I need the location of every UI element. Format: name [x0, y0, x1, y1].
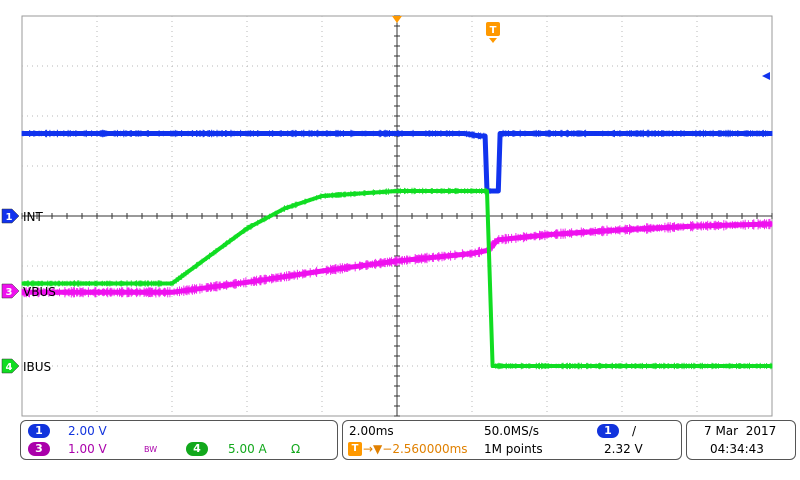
trigger-level: 2.32 V	[604, 442, 643, 456]
trace-noise-ibus	[21, 187, 773, 370]
graticule	[21, 15, 773, 417]
channel-markers: 1 INT 3 VBUS 4 IBUS T	[1, 16, 770, 374]
ch1-scale: 2.00 V	[68, 424, 107, 438]
record-length: 1M points	[484, 442, 543, 456]
channel-1-label: INT	[23, 210, 44, 224]
trigger-position-icon: T	[348, 442, 362, 456]
waveform-traces	[21, 129, 773, 370]
ch4-scale: 5.00 A	[228, 442, 267, 456]
trigger-offset: →▼−2.560000ms	[363, 442, 468, 456]
time: 04:34:43	[710, 442, 764, 456]
channel-4-label: IBUS	[23, 360, 51, 374]
trigger-position-letter: T	[490, 25, 497, 36]
trace-noise-int	[21, 129, 773, 194]
ch4-termination-icon: Ω	[291, 442, 301, 456]
ch3-badge[interactable]: 3	[28, 442, 50, 456]
channel-3-label: VBUS	[23, 285, 56, 299]
channel-4-marker-number: 4	[6, 362, 13, 373]
trigger-slope-icon: /	[632, 424, 637, 438]
channel-3-marker-number: 3	[6, 287, 13, 298]
trigger-position-pointer-icon	[489, 38, 497, 43]
channel-3-ground-marker	[1, 283, 20, 299]
ch3-bandwidth-limit-icon: BW	[144, 445, 158, 454]
sample-rate: 50.0MS/s	[484, 424, 539, 438]
trigger-source-badge[interactable]: 1	[597, 424, 619, 438]
trigger-level-marker-icon	[762, 72, 770, 80]
expansion-point-icon	[392, 16, 402, 23]
date: 7 Mar 2017	[704, 424, 777, 438]
ch3-scale: 1.00 V	[68, 442, 107, 456]
trace-noise-vbus	[21, 218, 773, 298]
horizontal-settings-panel	[342, 420, 682, 460]
ch1-badge[interactable]: 1	[28, 424, 50, 438]
trigger-position-marker	[486, 22, 500, 36]
timebase: 2.00ms	[349, 424, 394, 438]
vertical-settings-panel	[20, 420, 338, 460]
channel-4-ground-marker	[1, 358, 20, 374]
channel-1-marker-number: 1	[6, 212, 13, 223]
status-bar: 1 2.00 V 3 1.00 V BW 4 5.00 A Ω 2.00ms 5…	[0, 418, 800, 480]
ch4-badge[interactable]: 4	[186, 442, 208, 456]
datetime-panel	[686, 420, 796, 460]
channel-1-ground-marker	[1, 208, 20, 224]
